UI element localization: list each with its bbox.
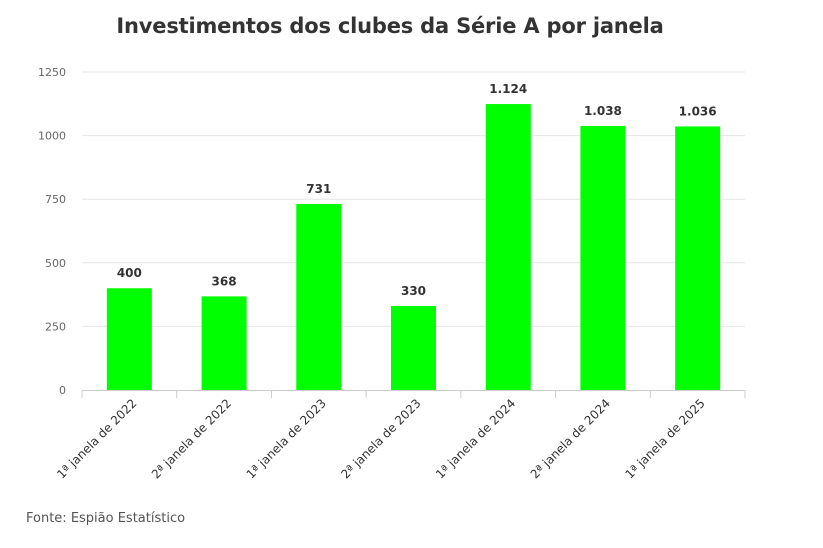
data-label: 400 [117, 266, 142, 280]
x-axis-ticks: 1ª janela de 2022 2ª janela de 2022 1ª jan… [54, 396, 708, 481]
data-label: 1.124 [489, 82, 527, 96]
source-note: Fonte: Espião Estatístico [26, 511, 186, 526]
chart-title: Investimentos dos clubes da Série A por … [116, 14, 664, 38]
y-tick-label: 0 [59, 384, 66, 397]
y-tick-label: 750 [45, 193, 66, 206]
bar[interactable] [296, 204, 342, 390]
data-label: 1.036 [679, 104, 717, 118]
bar[interactable] [675, 126, 721, 391]
x-tick-label: 2ª janela de 2022 [149, 396, 234, 481]
data-label: 368 [212, 274, 237, 288]
x-axis [81, 390, 746, 398]
bar[interactable] [106, 288, 152, 390]
y-tick-label: 1250 [38, 66, 66, 79]
data-label: 731 [306, 182, 331, 196]
x-tick-label: 1ª janela de 2022 [54, 396, 139, 481]
bar[interactable] [391, 306, 436, 390]
x-tick-label: 2ª janela de 2023 [338, 396, 423, 481]
bar[interactable] [580, 125, 626, 390]
bar[interactable] [201, 296, 247, 390]
bar[interactable] [485, 104, 531, 391]
y-tick-label: 1000 [38, 130, 66, 143]
data-label: 330 [401, 284, 426, 298]
x-tick-label: 1ª janela de 2023 [244, 396, 329, 481]
x-tick-label: 1ª janela de 2025 [622, 396, 707, 481]
data-labels: 400 368 731 330 1.124 1.038 1.036 [117, 82, 717, 298]
data-label: 1.038 [584, 104, 622, 118]
bars [106, 104, 721, 391]
y-tick-label: 250 [45, 320, 66, 333]
y-axis-ticks: 0 250 500 750 1000 1250 [38, 66, 66, 397]
y-tick-label: 500 [45, 257, 66, 270]
x-tick-label: 1ª janela de 2024 [433, 396, 518, 481]
x-tick-label: 2ª janela de 2024 [528, 396, 613, 481]
gridlines [82, 71, 745, 327]
